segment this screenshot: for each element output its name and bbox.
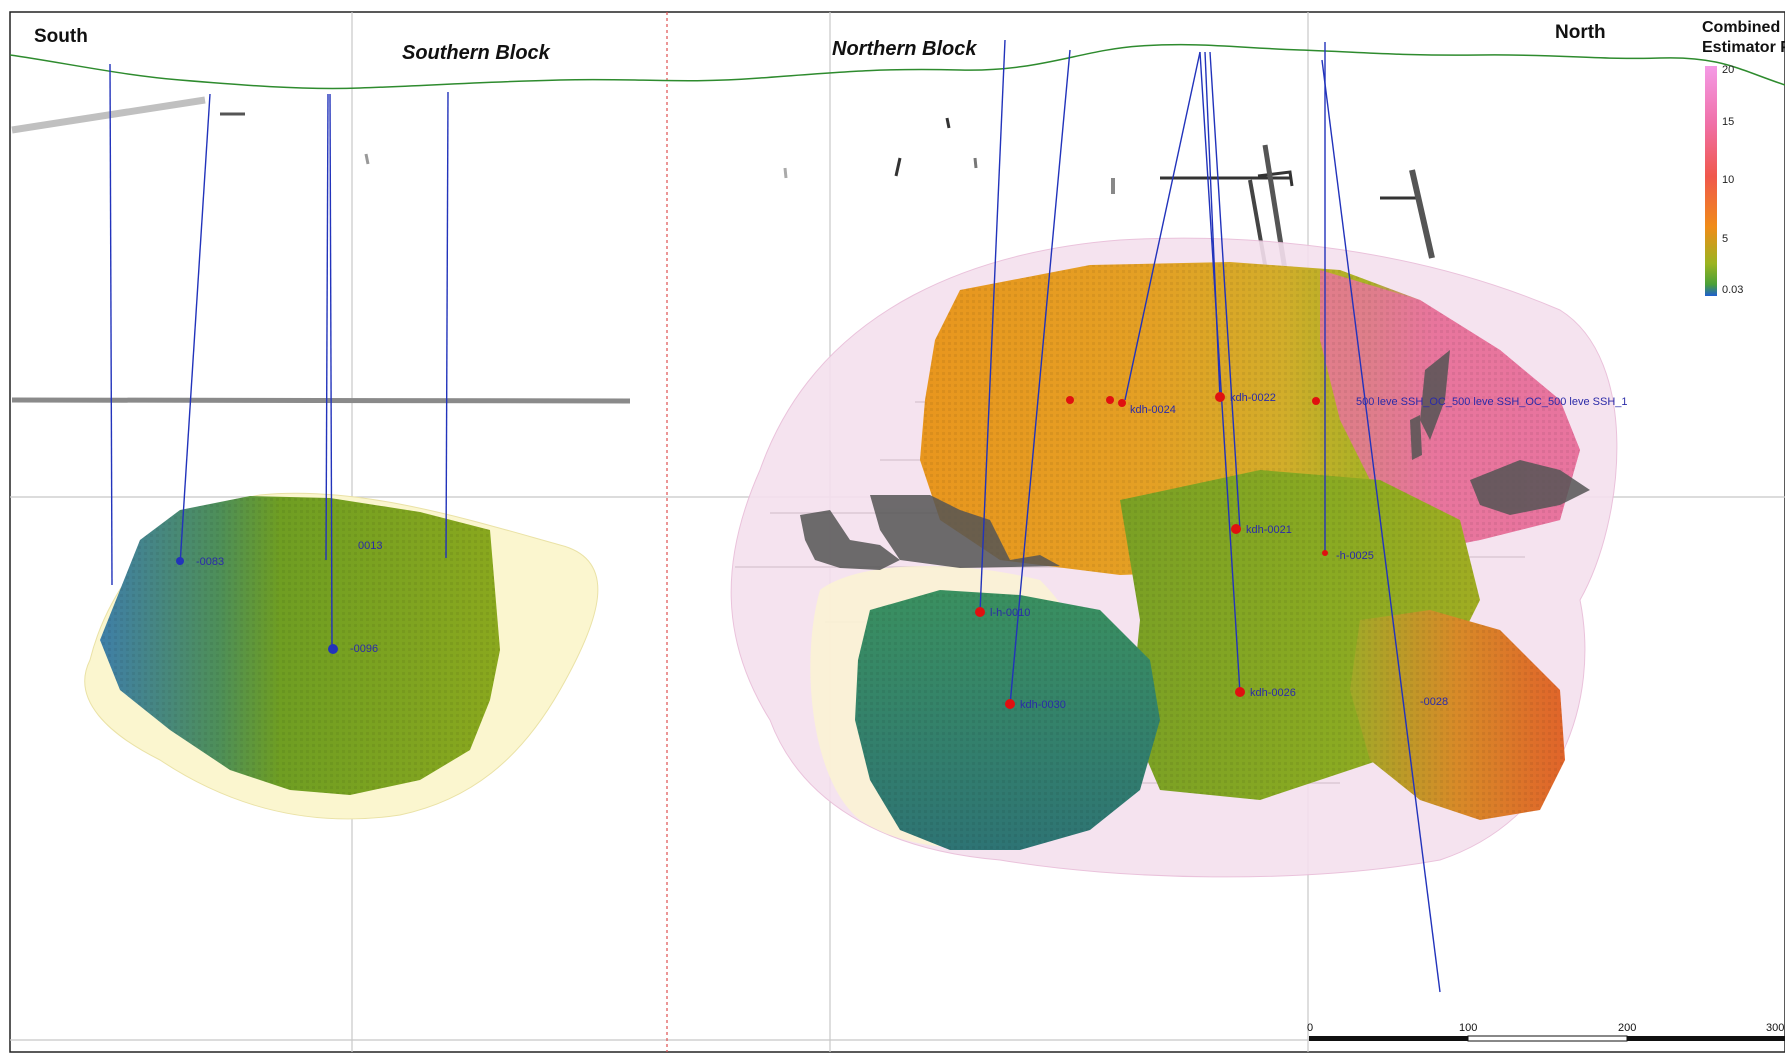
northern-block-label: Northern Block <box>832 38 977 60</box>
drillhole-label: -0096 <box>350 643 379 655</box>
stope-shapes <box>800 350 1590 570</box>
legend-color-bar <box>1705 66 1717 296</box>
frame-border <box>9 11 1785 1053</box>
drillhole-label: kdh-0030 <box>1020 699 1066 711</box>
drillhole-label: -h-0025 <box>1336 550 1374 562</box>
legend-tick: 5 <box>1722 233 1729 245</box>
drillhole-label: kdh-0024 <box>1130 404 1176 416</box>
drillhole-markers <box>176 392 1328 709</box>
south-label: South <box>34 26 88 47</box>
legend-title-line2: Estimator P <box>1702 39 1785 56</box>
drillhole-traces <box>109 39 1441 993</box>
level-plan-labels: 500 leve SSH_OC_500 leve SSH_OC_500 leve… <box>1356 396 1628 408</box>
drillhole-label: kdh-0021 <box>1246 524 1292 536</box>
drillhole-label: kdh-0022 <box>1230 392 1276 404</box>
topography-line <box>9 43 1785 90</box>
legend-tick: 15 <box>1722 116 1735 128</box>
legend-tick: 20 <box>1722 64 1735 76</box>
legend-title: Combined Estimator P <box>1702 18 1785 58</box>
scale-tick: 200 <box>1618 1022 1637 1034</box>
scale-tick: 100 <box>1459 1022 1478 1034</box>
legend-title-line1: Combined <box>1702 19 1781 36</box>
drillhole-label: kdh-0026 <box>1250 687 1296 699</box>
southern-block-label: Southern Block <box>402 42 550 64</box>
drillhole-label: l-h-0010 <box>990 607 1031 619</box>
drillhole-label: -0083 <box>196 556 225 568</box>
legend-tick: 10 <box>1722 174 1735 186</box>
north-label: North <box>1555 22 1606 43</box>
scale-tick: 300 <box>1766 1022 1785 1034</box>
scale-bar <box>1309 1035 1785 1042</box>
drillhole-label: 0013 <box>358 540 383 552</box>
drillhole-label: -0028 <box>1420 696 1449 708</box>
legend-tick: 0.03 <box>1722 284 1744 296</box>
scale-tick: 0 <box>1307 1022 1314 1034</box>
